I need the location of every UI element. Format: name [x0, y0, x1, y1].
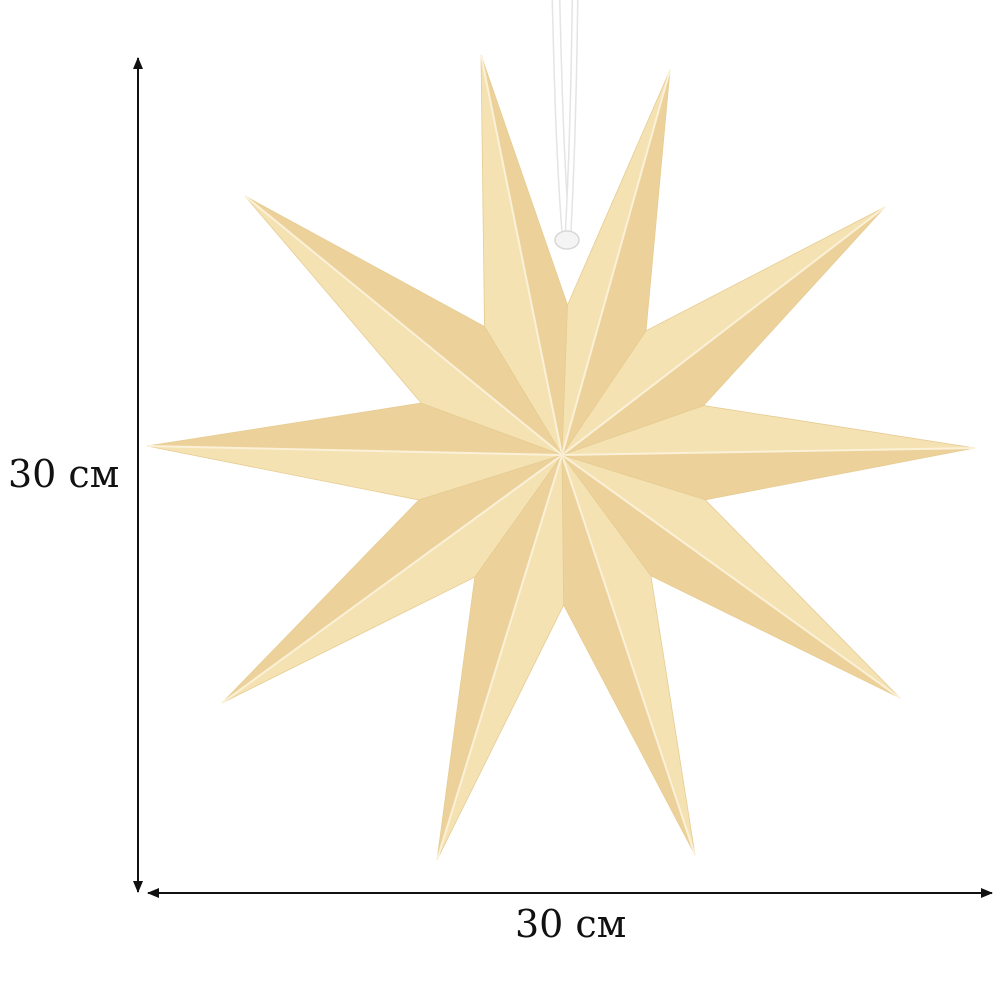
star-fold-line — [561, 454, 901, 699]
paper-star — [146, 54, 976, 861]
width-label: 30 см — [515, 902, 627, 946]
star-fold-line — [561, 206, 886, 456]
star-fold-line — [146, 445, 563, 456]
cord-knot — [554, 230, 580, 250]
star-fold-line — [436, 454, 563, 861]
height-label: 30 см — [8, 452, 120, 496]
star-fold-line — [561, 69, 671, 456]
star-fold-line — [561, 454, 696, 856]
star-fold-line — [221, 454, 563, 704]
star-fold-line — [561, 447, 976, 456]
star-fold-line — [244, 195, 563, 456]
star-fold-line — [480, 54, 563, 456]
hanging-cord — [551, 0, 580, 250]
